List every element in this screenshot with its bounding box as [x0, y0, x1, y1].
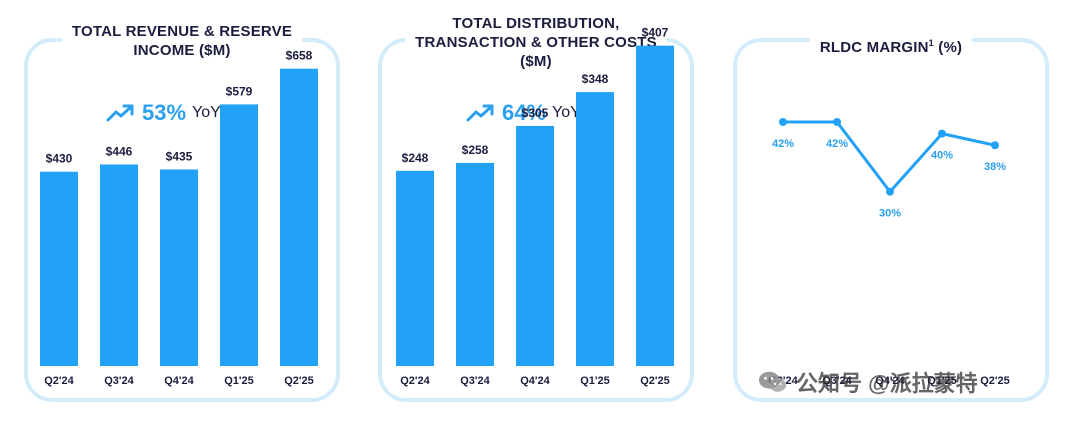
- data-label: 42%: [826, 138, 848, 150]
- data-label: $430: [46, 152, 73, 166]
- bar: [456, 162, 494, 366]
- tick-label: Q4'24: [520, 375, 550, 387]
- data-point: [991, 141, 999, 150]
- chart-title: TOTAL REVENUE & RESERVE INCOME ($M): [24, 22, 340, 60]
- title-line: INCOME ($M): [133, 42, 231, 59]
- trend-up-icon: [106, 104, 134, 122]
- data-label: 40%: [931, 150, 953, 162]
- rldc-margin-panel: RLDC MARGIN1 (%) 42%Q2'2442%Q3'2430%Q4'2…: [733, 0, 1049, 432]
- data-label: $305: [522, 106, 549, 120]
- data-label: 30%: [879, 208, 901, 220]
- data-point: [833, 118, 841, 126]
- title-line: TOTAL DISTRIBUTION,: [452, 15, 620, 32]
- bar: [636, 45, 674, 366]
- series-line: [783, 120, 996, 194]
- costs-bar-chart: $248 Q2'24 $258 Q3'24 $305 Q4'24 $348 Q1'25 $407…: [396, 26, 674, 387]
- tick-label: Q2'24: [400, 375, 430, 387]
- costs-panel: TOTAL DISTRIBUTION, TRANSACTION & OTHER …: [378, 0, 694, 432]
- yoy-label: YoY: [192, 104, 221, 121]
- title-main: RLDC MARGIN: [819, 39, 929, 56]
- tick-label: Q4'24: [875, 375, 905, 387]
- tick-label: Q2'24: [44, 375, 74, 387]
- revenue-bar-chart: $430 Q2'24 $446 Q3'24 $435 Q4'24 $579 Q1'25 $658…: [40, 49, 318, 387]
- data-label: $435: [166, 149, 193, 163]
- chart-title: RLDC MARGIN1 (%): [733, 34, 1049, 57]
- bar: [280, 68, 318, 366]
- chart-title: TOTAL DISTRIBUTION, TRANSACTION & OTHER …: [378, 14, 694, 71]
- watermark: 公知号 @派拉蒙特: [758, 366, 978, 398]
- yoy-growth: 53% YoY: [106, 100, 221, 126]
- yoy-label: YoY: [552, 104, 581, 121]
- title-unit: (%): [933, 39, 963, 56]
- yoy-percent: 53%: [142, 100, 187, 125]
- title-line: ($M): [520, 53, 552, 70]
- tick-label: Q2'25: [284, 375, 314, 387]
- title-line: TOTAL REVENUE & RESERVE: [71, 23, 293, 40]
- bar: [396, 170, 434, 366]
- data-label: 42%: [772, 138, 794, 150]
- data-label: $248: [402, 151, 429, 165]
- bar: [576, 92, 614, 366]
- bar: [100, 164, 138, 366]
- data-label: $446: [106, 144, 133, 158]
- data-point: [779, 118, 787, 126]
- footnote-marker: 1: [928, 38, 934, 48]
- yoy-percent: 64%: [502, 100, 547, 125]
- yoy-growth: 64% YoY: [466, 100, 581, 126]
- tick-label: Q3'24: [822, 375, 852, 387]
- tick-label: Q3'24: [460, 375, 490, 387]
- wechat-icon: [758, 371, 787, 392]
- bar: [40, 171, 78, 366]
- revenue-panel: TOTAL REVENUE & RESERVE INCOME ($M) 53% …: [24, 0, 340, 432]
- data-label: $579: [226, 84, 253, 98]
- data-label: $258: [462, 143, 489, 157]
- bar: [220, 104, 258, 366]
- data-label: $407: [642, 26, 669, 40]
- data-label: $348: [582, 72, 609, 86]
- tick-label: Q2'25: [980, 375, 1010, 387]
- data-point: [938, 129, 946, 138]
- title-line: TRANSACTION & OTHER COSTS: [415, 34, 657, 51]
- data-label: 38%: [984, 161, 1006, 173]
- watermark-text: 公知号 @派拉蒙特: [796, 371, 978, 396]
- tick-label: Q1'25: [580, 375, 610, 387]
- data-point: [886, 187, 894, 196]
- bar: [516, 125, 554, 366]
- tick-label: Q2'25: [640, 375, 670, 387]
- tick-label: Q3'24: [104, 375, 134, 387]
- trend-up-icon: [466, 104, 494, 122]
- data-label: $658: [286, 49, 313, 63]
- tick-label: Q4'24: [164, 375, 194, 387]
- tick-label: Q1'25: [224, 375, 254, 387]
- bar: [160, 169, 198, 366]
- tick-label: Q1'25: [927, 375, 957, 387]
